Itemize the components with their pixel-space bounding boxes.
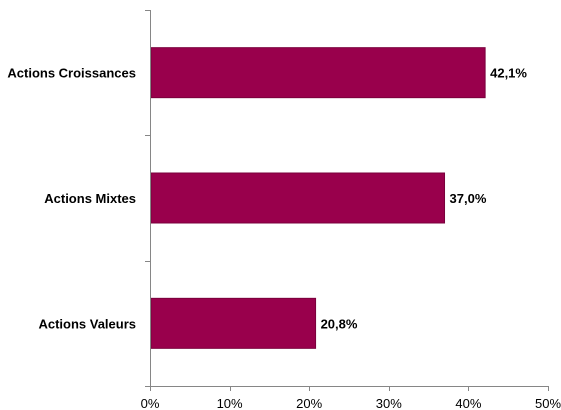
x-tick-label: 0% <box>141 396 160 410</box>
bar <box>150 297 317 349</box>
x-tick-label: 10% <box>217 396 243 410</box>
bar <box>150 172 446 224</box>
category-label: Actions Valeurs <box>38 316 136 331</box>
x-tick-label: 30% <box>376 396 402 410</box>
bars <box>150 47 486 349</box>
bar <box>150 47 486 99</box>
x-tick-labels: 0% 10% 20% 30% 40% 50% <box>141 396 561 410</box>
category-label: Actions Mixtes <box>44 191 136 206</box>
data-label: 37,0% <box>450 191 487 206</box>
x-tick-label: 50% <box>535 396 561 410</box>
category-labels: Actions Croissances Actions Mixtes Actions… <box>7 66 136 332</box>
value-labels: 42,1% 37,0% 20,8% <box>321 66 528 332</box>
data-label: 42,1% <box>490 66 527 81</box>
category-label: Actions Croissances <box>7 66 136 81</box>
x-tick-label: 40% <box>455 396 481 410</box>
data-label: 20,8% <box>321 316 358 331</box>
x-tick-label: 20% <box>296 396 322 410</box>
